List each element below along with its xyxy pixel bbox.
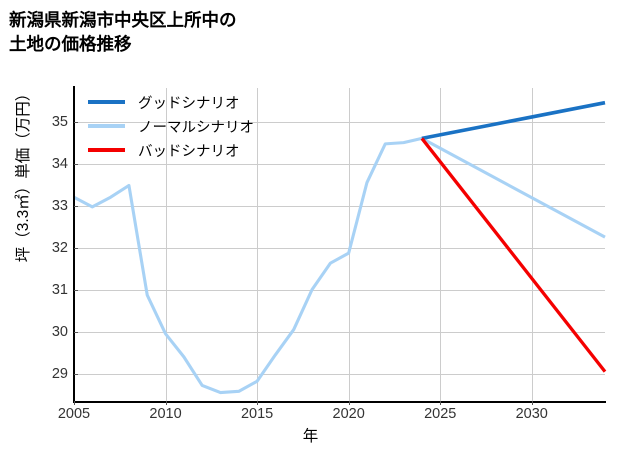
legend-label: バッドシナリオ <box>138 143 240 160</box>
gridline-x <box>531 88 533 401</box>
legend-item-good[interactable]: グッドシナリオ <box>88 90 298 114</box>
series-lines <box>73 100 607 395</box>
gridline-y <box>74 247 605 249</box>
legend-label: グッドシナリオ <box>138 95 240 112</box>
gridline-x <box>257 88 259 401</box>
gridline-x <box>165 88 167 401</box>
series-line <box>421 100 606 141</box>
x-tick-mark <box>74 401 75 405</box>
x-axis-spine <box>73 401 606 403</box>
series-line <box>73 136 606 395</box>
legend-label: ノーマルシナリオ <box>138 119 254 136</box>
y-axis-tick-labels: 29 30 31 32 33 34 35 <box>0 0 68 465</box>
y-tick-mark <box>74 289 78 291</box>
legend-color-swatch <box>88 148 125 152</box>
plot-background <box>74 88 605 401</box>
y-axis-title: 坪（3.3㎡）単価（万円） <box>15 85 32 263</box>
y-tick-mark <box>74 163 78 165</box>
gridline-y <box>74 289 605 291</box>
gridline-y <box>74 331 605 333</box>
y-tick-label: 30 <box>51 323 68 340</box>
x-tick-label: 2015 <box>240 406 274 422</box>
x-tick-label: 2030 <box>515 406 548 422</box>
legend-item-bad[interactable]: バッドシナリオ <box>88 138 298 162</box>
x-tick-mark <box>165 401 167 405</box>
x-tick-mark <box>440 401 442 405</box>
legend-item-normal[interactable]: ノーマルシナリオ <box>88 114 298 138</box>
y-tick-label: 33 <box>51 197 68 214</box>
x-tick-mark <box>348 401 350 405</box>
x-tick-mark <box>531 401 533 405</box>
y-tick-mark <box>74 247 78 249</box>
y-tick-label: 31 <box>51 281 68 298</box>
x-tick-label: 2005 <box>57 406 91 422</box>
x-tick-label: 2025 <box>424 406 457 422</box>
legend-color-swatch <box>88 100 125 104</box>
gridline-y <box>74 121 605 123</box>
chart-legend: グッドシナリオ ノーマルシナリオ バッドシナリオ <box>88 90 298 162</box>
y-tick-label: 32 <box>51 239 68 256</box>
x-tick-mark <box>257 401 259 405</box>
gridline-y <box>74 373 605 375</box>
x-tick-label: 2010 <box>149 406 182 422</box>
y-tick-label: 29 <box>51 365 68 382</box>
gridline-y <box>74 163 605 165</box>
chart-title: 新潟県新潟市中央区上所中の 土地の価格推移 <box>9 10 237 55</box>
legend-color-swatch <box>88 124 125 128</box>
x-tick-label: 2020 <box>332 406 365 422</box>
y-axis-spine <box>73 86 75 403</box>
y-tick-mark <box>74 205 78 207</box>
gridline-x <box>348 88 350 401</box>
y-tick-label: 34 <box>51 155 68 172</box>
gridline-x <box>440 88 442 401</box>
y-tick-label: 35 <box>51 113 68 130</box>
series-line <box>420 137 607 373</box>
x-axis-title: 年 <box>302 428 319 445</box>
plot-area <box>73 88 607 401</box>
y-tick-mark <box>74 373 78 375</box>
y-tick-mark <box>74 331 78 333</box>
y-tick-mark <box>74 121 78 123</box>
gridline-y <box>74 205 605 207</box>
